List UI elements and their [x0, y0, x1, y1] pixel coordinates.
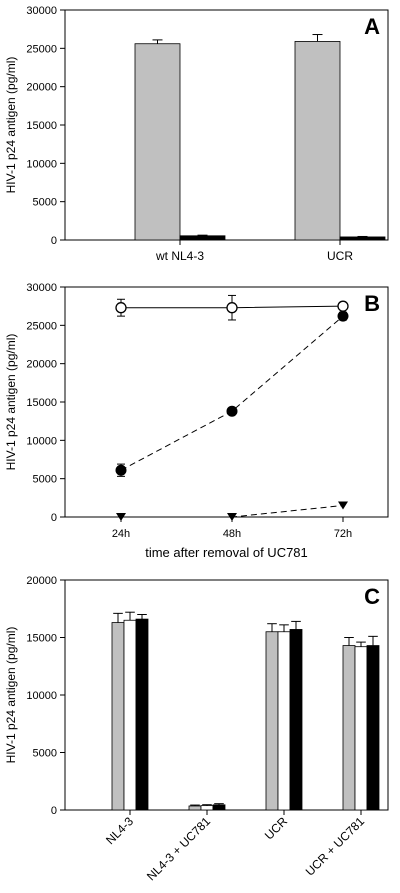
- bar: [135, 618, 149, 811]
- y-tick-label: 5000: [33, 474, 57, 486]
- y-tick-label: 10000: [26, 435, 57, 447]
- y-tick-label: 15000: [26, 397, 57, 409]
- y-tick-label: 10000: [26, 690, 57, 702]
- panel-label: C: [364, 584, 380, 609]
- y-tick-label: 20000: [26, 359, 57, 371]
- bar: [366, 645, 380, 811]
- y-tick-label: 15000: [26, 120, 57, 132]
- x-tick-label: wt NL4-3: [155, 249, 204, 263]
- series-line: [120, 315, 344, 471]
- y-tick-label: 25000: [26, 43, 57, 55]
- x-tick-label: UCR: [262, 814, 291, 843]
- bar: [212, 804, 226, 811]
- y-tick-label: 0: [51, 805, 57, 817]
- data-point: [226, 302, 238, 314]
- chart-panel-B: B 0 5000 10000 15000 20000 25000 30000 HIV-1 p24…: [4, 282, 389, 560]
- data-point: [338, 501, 348, 510]
- bar: [123, 619, 137, 811]
- x-tick-label: NL4-3: [103, 814, 136, 847]
- panel-label: B: [364, 291, 380, 316]
- bar: [354, 646, 368, 811]
- bar: [289, 629, 303, 811]
- y-axis-label: HIV-1 p24 antigen (pg/ml): [4, 57, 18, 194]
- y-tick-label: 5000: [33, 748, 57, 760]
- y-axis-label: HIV-1 p24 antigen (pg/ml): [4, 334, 18, 471]
- bar: [134, 43, 181, 241]
- bar: [339, 236, 386, 241]
- bar: [294, 41, 341, 241]
- x-tick-label: UCR: [327, 249, 353, 263]
- chart-panel-A: A 0 5000 10000 15000 20000 25000 30000 HIV-1 p24…: [4, 5, 389, 263]
- y-tick-label: 20000: [26, 575, 57, 587]
- y-tick-label: 25000: [26, 320, 57, 332]
- bar: [342, 645, 356, 811]
- data-point: [115, 464, 127, 476]
- x-tick-label: UCR + UC781: [303, 814, 368, 879]
- bar: [188, 805, 202, 811]
- bar: [265, 631, 279, 811]
- y-tick-label: 30000: [26, 5, 57, 17]
- y-tick-label: 30000: [26, 282, 57, 294]
- bar: [277, 631, 291, 811]
- data-point: [116, 513, 126, 521]
- bar: [179, 235, 226, 241]
- x-tick-label: 72h: [334, 528, 352, 540]
- y-tick-label: 0: [51, 512, 57, 524]
- data-point: [226, 405, 238, 417]
- chart-panel-C: C 0 5000 10000 15000 20000 HIV-1 p24 antigen (…: [4, 575, 389, 883]
- bar: [111, 622, 125, 811]
- y-tick-label: 20000: [26, 82, 57, 94]
- data-point: [337, 310, 349, 322]
- x-tick-label: 24h: [112, 528, 130, 540]
- y-tick-label: 5000: [33, 197, 57, 209]
- plot-frame: [64, 286, 389, 518]
- x-tick-label: NL4-3 + UC781: [144, 814, 213, 883]
- y-axis-label: HIV-1 p24 antigen (pg/ml): [4, 627, 18, 764]
- x-axis-label: time after removal of UC781: [145, 545, 308, 560]
- data-point: [227, 513, 237, 521]
- data-point: [337, 300, 349, 312]
- data-point: [115, 302, 127, 314]
- y-tick-label: 10000: [26, 158, 57, 170]
- y-tick-label: 0: [51, 235, 57, 247]
- x-tick-label: 48h: [223, 528, 241, 540]
- bar: [200, 805, 214, 811]
- panel-label: A: [364, 14, 380, 39]
- y-tick-label: 15000: [26, 633, 57, 645]
